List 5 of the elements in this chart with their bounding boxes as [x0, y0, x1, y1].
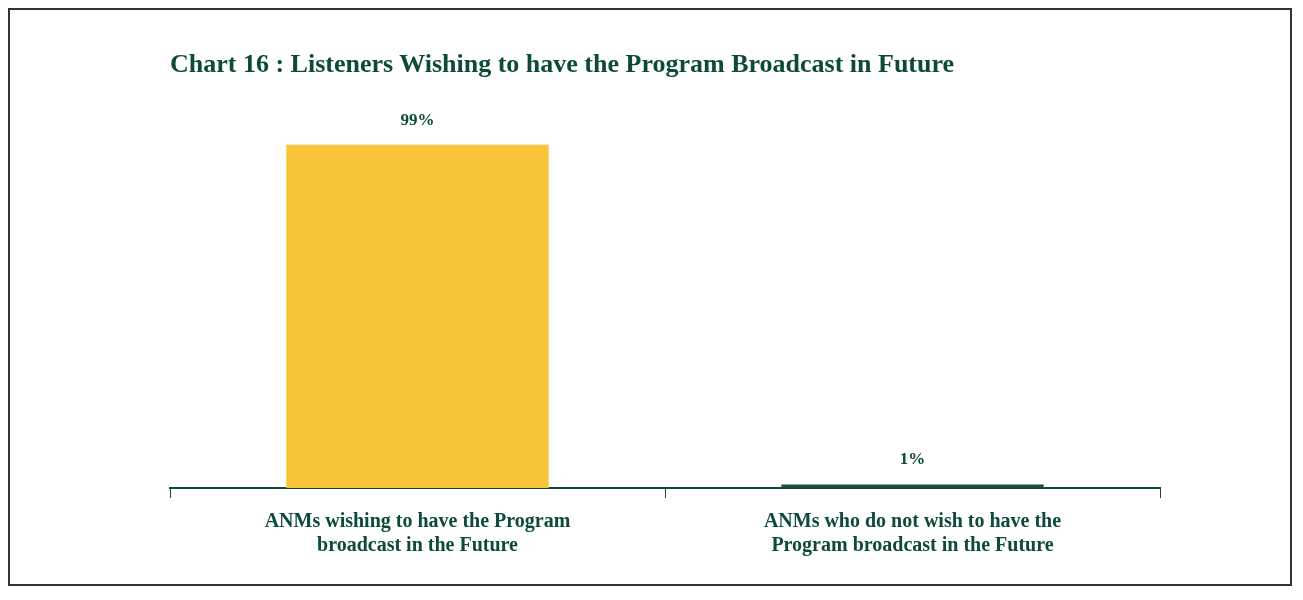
chart-title: Chart 16 : Listeners Wishing to have the Program Broadcast in Future [170, 49, 955, 79]
data-label: 99% [400, 109, 435, 129]
x-tick-label: ANMs wishing to have the Program broadcast in the Future [264, 509, 571, 556]
x-tick-label: ANMs who do not wish to have the Program broadcast in the Future [763, 509, 1062, 557]
data-label: 1% [899, 449, 926, 469]
